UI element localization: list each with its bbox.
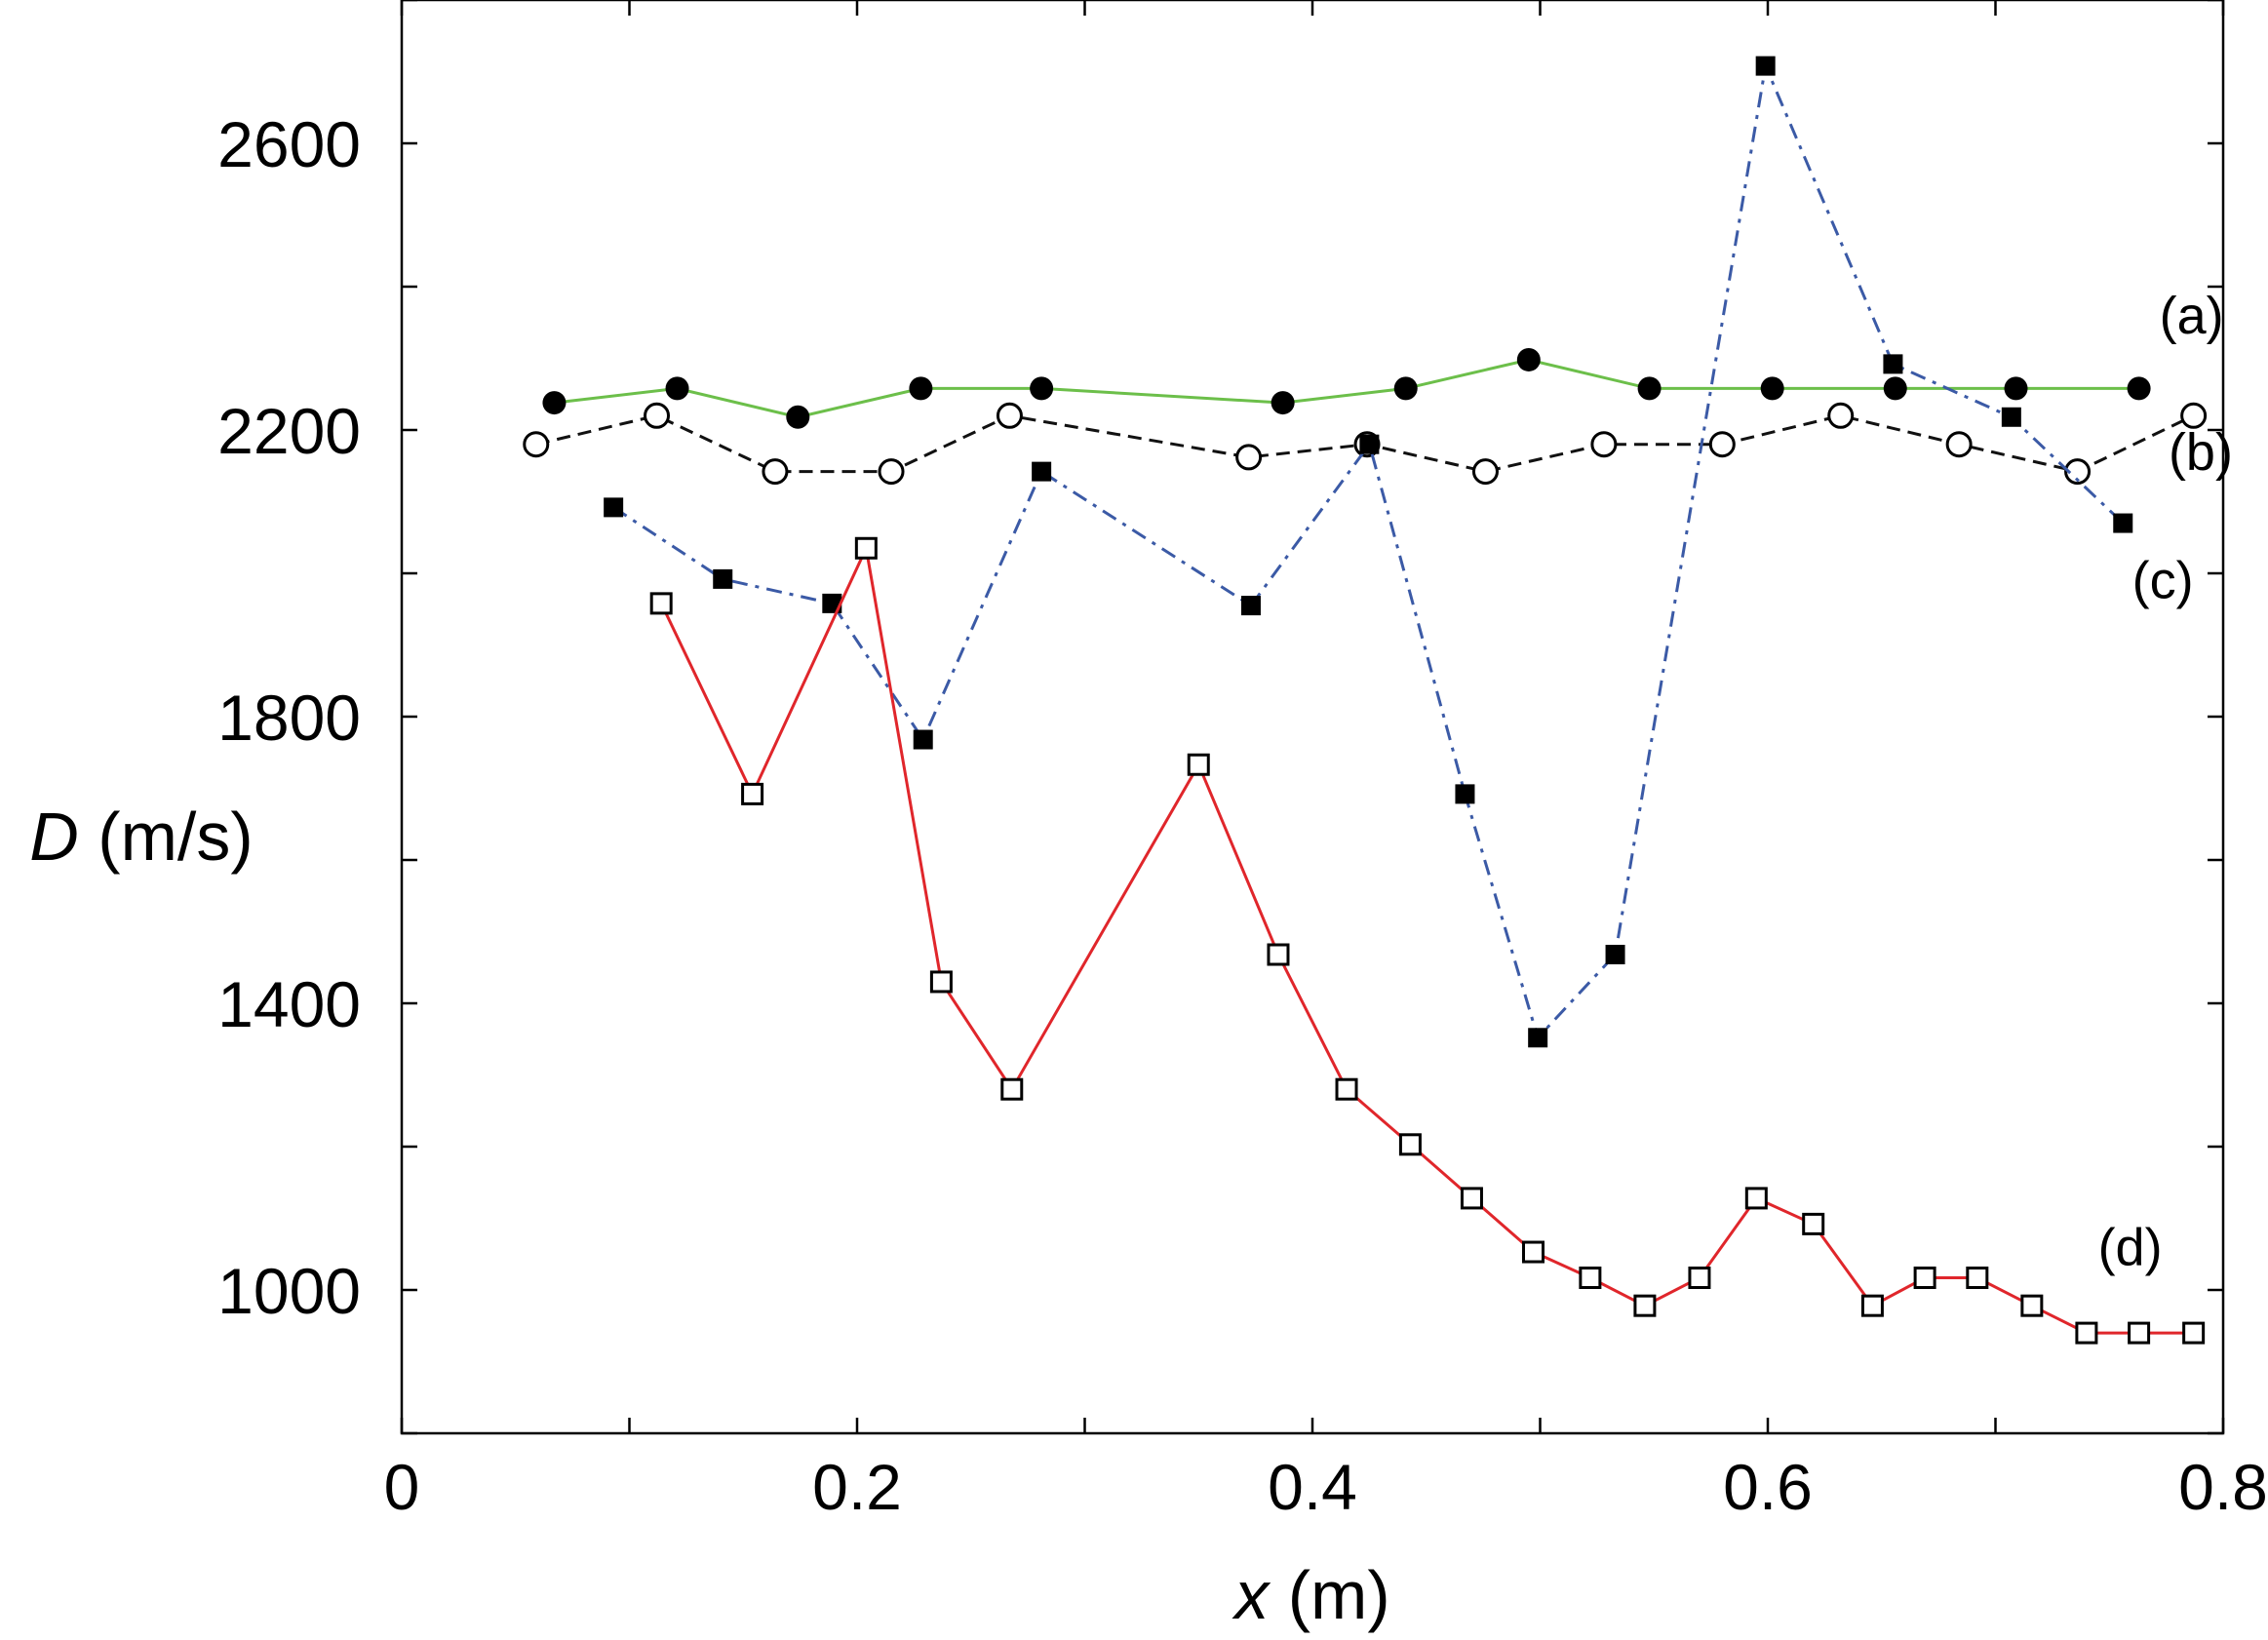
data-point — [1883, 354, 1903, 374]
data-point — [2127, 376, 2151, 401]
data-point — [2064, 458, 2092, 486]
data-point — [1860, 1294, 1884, 1317]
data-point — [1271, 391, 1295, 415]
data-point — [2001, 407, 2021, 427]
data-point — [1032, 461, 1052, 482]
data-point — [1755, 56, 1776, 76]
data-point — [1633, 1294, 1657, 1317]
x-axis-label: x (m) — [1232, 1557, 1389, 1633]
data-point — [1802, 1212, 1825, 1235]
data-point — [1827, 402, 1855, 429]
data-point — [1455, 784, 1475, 804]
data-point — [1521, 1240, 1545, 1264]
data-point — [2004, 376, 2028, 401]
data-point — [649, 592, 673, 615]
y-tick-label: 1400 — [217, 968, 361, 1040]
data-point — [1590, 431, 1618, 458]
data-point — [1187, 753, 1210, 776]
data-point — [1913, 1267, 1936, 1290]
data-point — [1966, 1267, 1989, 1290]
y-tick-label: 1000 — [217, 1255, 361, 1327]
series-1 — [523, 402, 2208, 486]
series-0 — [542, 347, 2151, 429]
data-point — [786, 405, 810, 429]
data-point — [1516, 347, 1541, 371]
data-point — [996, 402, 1023, 429]
x-tick-label: 0.6 — [1723, 1451, 1813, 1523]
data-point — [1460, 1187, 1483, 1210]
series-labels: (a) (b) (c) (d) — [2098, 287, 2233, 1277]
y-axis-unit: (m/s) — [79, 799, 254, 875]
data-point — [523, 431, 550, 458]
data-point — [854, 536, 878, 560]
data-point — [909, 376, 933, 401]
data-point — [665, 376, 689, 401]
data-point — [1744, 1187, 1768, 1210]
x-tick-label: 0.8 — [2178, 1451, 2268, 1523]
data-point — [929, 970, 953, 994]
y-tick-label: 1800 — [217, 682, 361, 754]
y-tick-label: 2200 — [217, 395, 361, 467]
data-point — [2128, 1321, 2151, 1345]
data-point — [1393, 376, 1418, 401]
data-point — [1605, 945, 1625, 965]
series-label-1: (b) — [2169, 423, 2233, 482]
data-point — [1471, 458, 1499, 486]
x-tick-label: 0.4 — [1268, 1451, 1357, 1523]
data-point — [1883, 376, 1907, 401]
data-point — [1688, 1267, 1711, 1290]
series-layer — [523, 56, 2208, 1345]
x-axis-unit: (m) — [1269, 1557, 1389, 1633]
data-point — [2020, 1294, 2044, 1317]
data-point — [1398, 1133, 1422, 1156]
data-point — [2113, 513, 2133, 533]
data-point — [542, 391, 567, 415]
data-point — [1267, 943, 1290, 966]
data-point — [604, 497, 624, 518]
y-axis-var: D — [29, 799, 79, 875]
series-label-0: (a) — [2160, 287, 2224, 345]
y-tick-label: 2600 — [217, 108, 361, 180]
data-point — [1637, 376, 1662, 401]
data-point — [1760, 376, 1784, 401]
data-point — [1030, 376, 1054, 401]
data-point — [1528, 1028, 1548, 1048]
data-point — [1945, 431, 1973, 458]
data-point — [1335, 1077, 1358, 1101]
series-3 — [649, 536, 2206, 1345]
plot-area — [400, 0, 2225, 1435]
series-2 — [604, 56, 2133, 1048]
data-point — [1235, 444, 1263, 471]
y-axis-label: D (m/s) — [29, 799, 253, 875]
series-label-2: (c) — [2132, 552, 2194, 610]
series-line-2 — [612, 60, 2125, 1041]
data-point — [1240, 596, 1261, 616]
data-point — [878, 458, 905, 486]
data-point — [913, 729, 933, 750]
data-point — [1359, 434, 1380, 454]
axis-ticks — [400, 0, 2225, 1435]
tick-labels: 0 0.2 0.4 0.6 0.8 1000 1400 1800 2200 2600 — [217, 108, 2268, 1523]
data-point — [1000, 1077, 1024, 1101]
x-tick-label: 0.2 — [812, 1451, 902, 1523]
x-axis-var: x — [1232, 1557, 1271, 1633]
data-point — [762, 458, 789, 486]
data-point — [644, 402, 671, 429]
data-point — [1579, 1267, 1602, 1290]
data-point — [1708, 431, 1736, 458]
data-point — [2182, 1321, 2206, 1345]
data-point — [2075, 1321, 2098, 1345]
data-point — [713, 568, 733, 589]
series-label-3: (d) — [2098, 1218, 2163, 1276]
data-point — [2180, 402, 2208, 429]
x-tick-label: 0 — [384, 1451, 420, 1523]
series-line-1 — [535, 413, 2195, 474]
data-point — [741, 782, 764, 805]
